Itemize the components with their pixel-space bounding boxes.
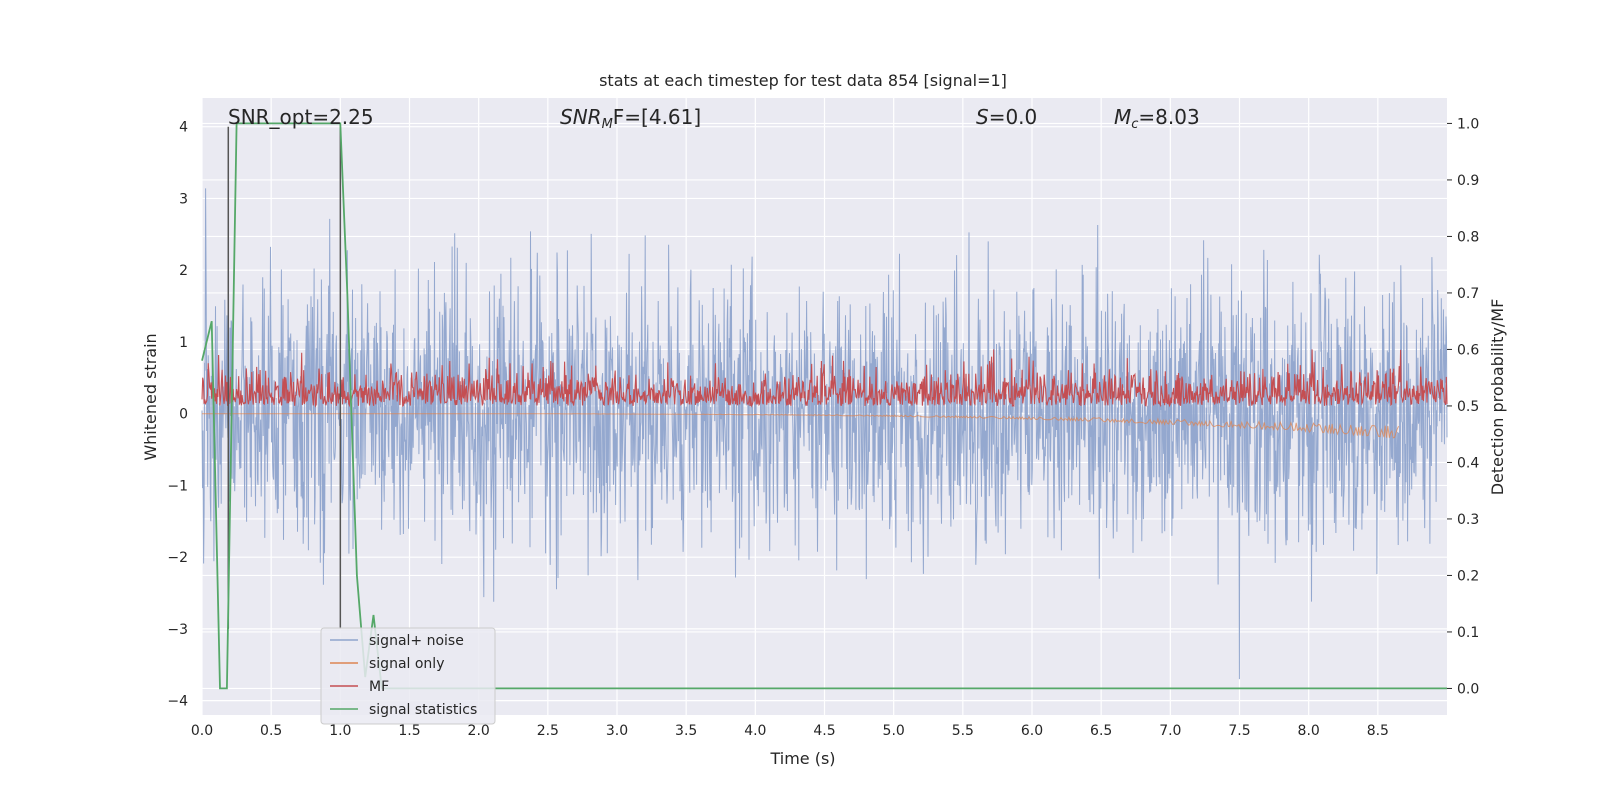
- x-tick-label: 1.5: [398, 723, 420, 739]
- x-tick-label: 5.5: [952, 723, 974, 739]
- x-ticks: 0.0 0.5 1.0 1.5 2.0 2.5 3.0 3.5 4.0 4.5 5.0 5.5 6.0 6…: [191, 723, 1389, 739]
- annotation-mc-value: =8.03: [1138, 105, 1199, 129]
- y-tick-label-left: −3: [167, 622, 188, 638]
- y-tick-label-left: 4: [179, 120, 188, 136]
- y-tick-label-left: −1: [167, 478, 188, 494]
- y-tick-label-right: 0.2: [1457, 568, 1479, 584]
- annotation-s-value: =0.0: [989, 105, 1038, 129]
- signal-only-line: [202, 413, 1400, 439]
- vertical-markers: [227, 126, 342, 629]
- y-tick-label-right: 0.7: [1457, 286, 1479, 302]
- x-tick-label: 6.0: [1021, 723, 1043, 739]
- x-tick-label: 1.0: [329, 723, 351, 739]
- y-tick-label-right: 0.5: [1457, 399, 1479, 415]
- x-tick-label: 8.5: [1367, 723, 1389, 739]
- annotation-mc-symbol: M: [1114, 105, 1131, 129]
- annotation-snr-mf-subscript: M: [602, 117, 613, 132]
- legend: signal+ noise signal only MF signal stat…: [320, 627, 496, 725]
- y-tick-label-right: 0.4: [1457, 455, 1479, 471]
- x-tick-label: 3.0: [606, 723, 628, 739]
- y-axis-label-right: Detection probability/MF: [1488, 299, 1507, 496]
- mf-series: [201, 349, 1448, 408]
- x-tick-label: 8.0: [1298, 723, 1320, 739]
- y-tick-label-right: 0.6: [1457, 342, 1479, 358]
- y-tick-label-right: 0.9: [1457, 173, 1479, 189]
- x-tick-label: 5.0: [883, 723, 905, 739]
- annotation-snr-opt: SNR_opt=2.25: [228, 105, 374, 129]
- legend-box: [320, 627, 496, 725]
- x-axis-label: Time (s): [769, 749, 835, 768]
- annotation-mc: Mc=8.03: [1114, 105, 1200, 132]
- y-tick-label-right: 0.1: [1457, 625, 1479, 641]
- x-tick-label: 4.0: [744, 723, 766, 739]
- legend-label-signal-only: signal only: [369, 656, 444, 672]
- annotation-mc-subscript: c: [1131, 117, 1138, 132]
- y-tick-label-left: −2: [167, 550, 188, 566]
- x-tick-label: 0.5: [260, 723, 282, 739]
- x-tick-label: 7.0: [1159, 723, 1181, 739]
- x-tick-label: 4.5: [813, 723, 835, 739]
- y-tick-label-right: 0.3: [1457, 512, 1479, 528]
- signal-only-series: [202, 413, 1400, 439]
- y-tick-label-left: 2: [179, 263, 188, 279]
- mf-line: [201, 349, 1448, 408]
- y-tick-label-left: −4: [167, 694, 188, 710]
- annotation-snr-mf-symbol: SNR: [560, 105, 602, 129]
- y-tick-label-right: 0.8: [1457, 229, 1479, 245]
- legend-label-signal-statistics: signal statistics: [369, 702, 477, 718]
- y-tick-label-left: 1: [179, 335, 188, 351]
- legend-label-mf: MF: [369, 679, 389, 695]
- y-ticks-right: 1.0 0.9 0.8 0.7 0.6 0.5 0.4 0.3 0.2 0.1 0.0: [1447, 116, 1479, 697]
- annotation-s: S=0.0: [976, 105, 1037, 129]
- y-axis-label-left: Whitened strain: [141, 333, 160, 460]
- x-tick-label: 3.5: [675, 723, 697, 739]
- x-tick-label: 2.0: [468, 723, 490, 739]
- x-tick-label: 6.5: [1090, 723, 1112, 739]
- legend-label-signal-noise: signal+ noise: [369, 633, 464, 649]
- y-tick-label-right: 0.0: [1457, 681, 1479, 697]
- annotation-snr-mf-value: F=[4.61]: [613, 105, 701, 129]
- y-tick-label-left: 0: [179, 407, 188, 423]
- x-tick-label: 7.5: [1228, 723, 1250, 739]
- y-ticks-left: 4 3 2 1 0 −1 −2 −3 −4: [167, 120, 188, 710]
- x-tick-label: 0.0: [191, 723, 213, 739]
- chart-title: stats at each timestep for test data 854…: [599, 71, 1007, 90]
- x-tick-label: 2.5: [537, 723, 559, 739]
- y-tick-label-right: 1.0: [1457, 116, 1479, 132]
- annotation-snr-mf: SNRMF=[4.61]: [560, 105, 701, 132]
- annotation-s-symbol: S: [976, 105, 989, 129]
- y-tick-label-left: 3: [179, 191, 188, 207]
